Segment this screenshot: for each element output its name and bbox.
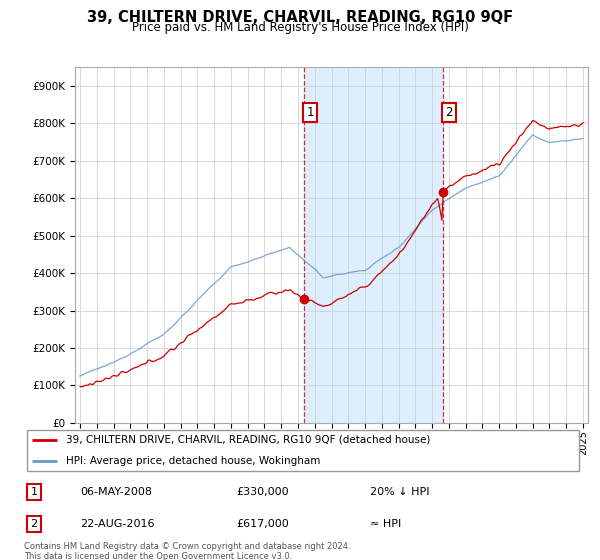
Text: 2: 2 — [31, 519, 38, 529]
Text: Contains HM Land Registry data © Crown copyright and database right 2024.
This d: Contains HM Land Registry data © Crown c… — [24, 542, 350, 560]
Text: ≈ HPI: ≈ HPI — [370, 519, 401, 529]
Text: 22-AUG-2016: 22-AUG-2016 — [80, 519, 154, 529]
Text: 20% ↓ HPI: 20% ↓ HPI — [370, 487, 430, 497]
Text: £617,000: £617,000 — [236, 519, 289, 529]
Text: 1: 1 — [31, 487, 38, 497]
Text: 39, CHILTERN DRIVE, CHARVIL, READING, RG10 9QF: 39, CHILTERN DRIVE, CHARVIL, READING, RG… — [87, 10, 513, 25]
FancyBboxPatch shape — [27, 430, 579, 471]
Text: £330,000: £330,000 — [236, 487, 289, 497]
Text: HPI: Average price, detached house, Wokingham: HPI: Average price, detached house, Woki… — [66, 456, 320, 466]
Bar — [304, 67, 443, 423]
Text: 2: 2 — [445, 106, 453, 119]
Text: 06-MAY-2008: 06-MAY-2008 — [80, 487, 152, 497]
Text: Price paid vs. HM Land Registry's House Price Index (HPI): Price paid vs. HM Land Registry's House … — [131, 21, 469, 34]
Text: 39, CHILTERN DRIVE, CHARVIL, READING, RG10 9QF (detached house): 39, CHILTERN DRIVE, CHARVIL, READING, RG… — [66, 435, 430, 445]
Text: 1: 1 — [307, 106, 314, 119]
